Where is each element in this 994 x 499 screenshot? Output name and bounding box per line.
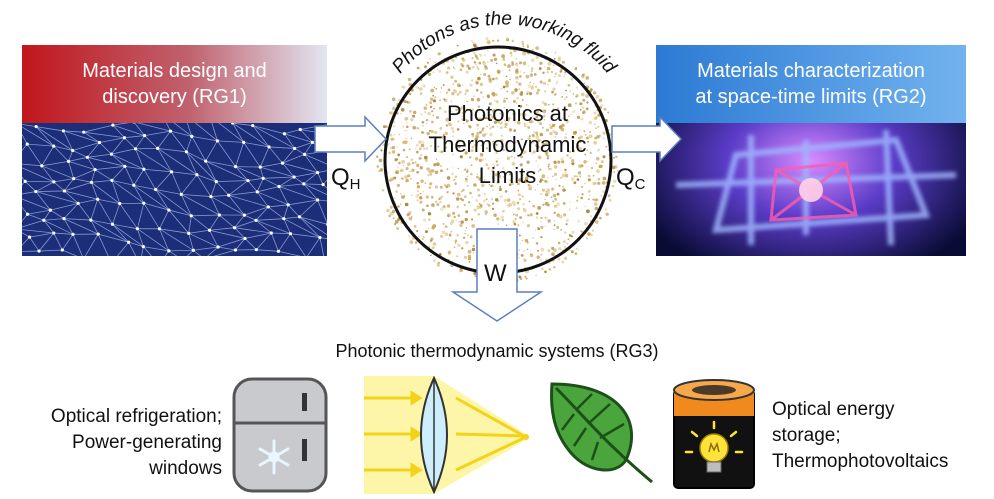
center-diagram: Photons as the working fluid xyxy=(314,8,683,322)
battery-icon xyxy=(673,379,755,489)
heat-in-arrow xyxy=(314,115,388,163)
snowflake-icon xyxy=(258,439,290,475)
mesh-network-icon xyxy=(22,111,327,256)
lightbulb-icon xyxy=(684,420,744,473)
heat-out-label: QC xyxy=(616,164,646,193)
arc-text: Photons as the working fluid xyxy=(388,8,621,78)
work-arrow xyxy=(450,228,544,322)
left-application-text: Optical refrigeration; Power-generating … xyxy=(50,406,222,479)
lens-icon xyxy=(364,376,529,494)
rg1-title: Materials design and discovery (RG1) xyxy=(22,45,327,123)
right-application-text: Optical energy storage; Thermophotovolta… xyxy=(772,399,949,472)
work-label: W xyxy=(484,260,507,287)
rg1-panel: Materials design and discovery (RG1) xyxy=(22,45,327,256)
rg2-title: Materials characterization at space-time… xyxy=(656,45,966,123)
refrigerator-icon xyxy=(232,377,328,493)
leaf-icon xyxy=(550,382,653,484)
rg2-panel: Materials characterization at space-time… xyxy=(656,45,966,256)
center-label: Photonics at Thermodynamic Limits xyxy=(428,101,587,188)
heat-in-label: QH xyxy=(331,164,361,193)
heat-out-arrow xyxy=(611,115,683,163)
systems-title: Photonic thermodynamic systems (RG3) xyxy=(335,341,659,361)
